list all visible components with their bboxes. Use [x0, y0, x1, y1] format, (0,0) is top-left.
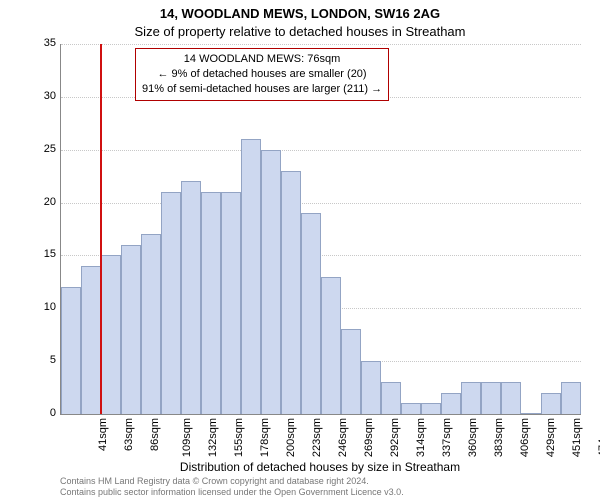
- footer-line-1: Contains HM Land Registry data © Crown c…: [60, 476, 580, 487]
- histogram-bar: [441, 393, 461, 414]
- histogram-bar: [141, 234, 161, 414]
- histogram-bar: [381, 382, 401, 414]
- histogram-bar: [561, 382, 581, 414]
- histogram-bar: [321, 277, 341, 414]
- y-tick-label: 15: [30, 248, 56, 260]
- x-tick-label: 451sqm: [571, 418, 583, 457]
- histogram-bar: [61, 287, 81, 414]
- x-tick-label: 63sqm: [123, 418, 135, 451]
- y-tick-label: 10: [30, 301, 56, 313]
- histogram-bar: [241, 139, 261, 414]
- x-tick-label: 360sqm: [467, 418, 479, 457]
- chart-container: 14, WOODLAND MEWS, LONDON, SW16 2AG Size…: [0, 0, 600, 500]
- histogram-bar: [101, 255, 121, 414]
- gridline: [61, 203, 581, 204]
- x-tick-label: 109sqm: [181, 418, 193, 457]
- x-tick-label: 41sqm: [97, 418, 109, 451]
- y-axis-label: Number of detached properties: [0, 44, 2, 414]
- gridline: [61, 150, 581, 151]
- annotation-line: 14 WOODLAND MEWS: 76sqm: [142, 52, 382, 67]
- histogram-bar: [521, 413, 541, 414]
- annotation-box: 14 WOODLAND MEWS: 76sqm← 9% of detached …: [135, 48, 389, 101]
- histogram-bar: [361, 361, 381, 414]
- footer-line-2: Contains public sector information licen…: [60, 487, 580, 498]
- histogram-bar: [181, 181, 201, 414]
- histogram-bar: [461, 382, 481, 414]
- x-tick-label: 178sqm: [259, 418, 271, 457]
- plot-area: 14 WOODLAND MEWS: 76sqm← 9% of detached …: [60, 44, 581, 415]
- histogram-bar: [401, 403, 421, 414]
- histogram-bar: [221, 192, 241, 414]
- histogram-bar: [121, 245, 141, 414]
- x-tick-label: 406sqm: [519, 418, 531, 457]
- x-tick-label: 246sqm: [337, 418, 349, 457]
- histogram-bar: [81, 266, 101, 414]
- histogram-bar: [481, 382, 501, 414]
- x-tick-label: 292sqm: [389, 418, 401, 457]
- gridline: [61, 44, 581, 45]
- histogram-bar: [161, 192, 181, 414]
- x-axis-label: Distribution of detached houses by size …: [60, 460, 580, 474]
- histogram-bar: [281, 171, 301, 414]
- x-tick-label: 429sqm: [545, 418, 557, 457]
- y-tick-label: 5: [30, 354, 56, 366]
- chart-title: 14, WOODLAND MEWS, LONDON, SW16 2AG: [0, 6, 600, 21]
- x-tick-label: 223sqm: [311, 418, 323, 457]
- property-marker-line: [100, 44, 102, 414]
- x-tick-label: 314sqm: [415, 418, 427, 457]
- histogram-bar: [501, 382, 521, 414]
- x-tick-label: 269sqm: [363, 418, 375, 457]
- annotation-line: ← 9% of detached houses are smaller (20): [142, 67, 382, 82]
- x-tick-label: 200sqm: [285, 418, 297, 457]
- y-tick-label: 0: [30, 407, 56, 419]
- annotation-line: 91% of semi-detached houses are larger (…: [142, 82, 382, 97]
- footer-attribution: Contains HM Land Registry data © Crown c…: [60, 476, 580, 498]
- y-tick-label: 20: [30, 196, 56, 208]
- x-tick-label: 155sqm: [233, 418, 245, 457]
- histogram-bar: [301, 213, 321, 414]
- histogram-bar: [541, 393, 561, 414]
- y-tick-label: 25: [30, 143, 56, 155]
- x-tick-label: 86sqm: [149, 418, 161, 451]
- chart-subtitle: Size of property relative to detached ho…: [0, 24, 600, 39]
- histogram-bar: [261, 150, 281, 414]
- x-tick-label: 132sqm: [207, 418, 219, 457]
- x-tick-label: 383sqm: [493, 418, 505, 457]
- histogram-bar: [201, 192, 221, 414]
- y-tick-label: 35: [30, 37, 56, 49]
- y-tick-label: 30: [30, 90, 56, 102]
- histogram-bar: [421, 403, 441, 414]
- x-tick-label: 337sqm: [441, 418, 453, 457]
- histogram-bar: [341, 329, 361, 414]
